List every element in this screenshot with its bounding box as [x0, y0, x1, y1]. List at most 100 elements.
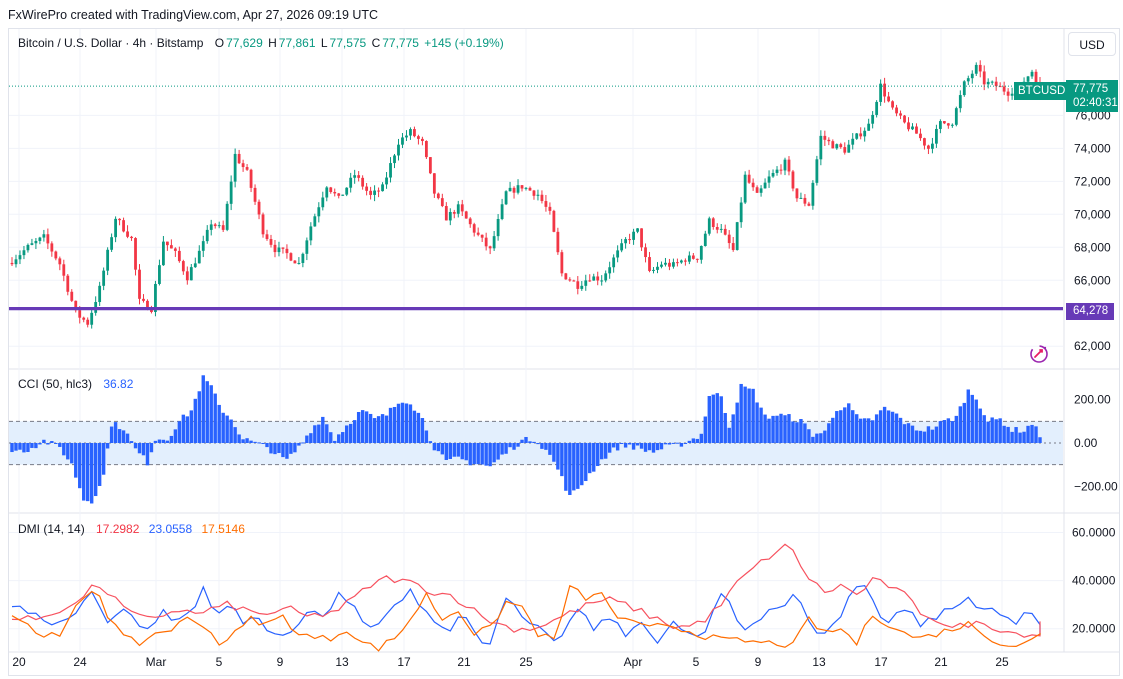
- support-price-tag: 64,278: [1066, 303, 1114, 320]
- magic-wand-icon[interactable]: [1025, 342, 1053, 366]
- cci-bar: [30, 443, 34, 448]
- candle-body: [994, 81, 998, 87]
- cci-bar: [862, 418, 867, 443]
- cci-bar: [428, 441, 433, 443]
- candle-body: [110, 237, 114, 250]
- cci-bar: [958, 406, 963, 443]
- candle-body: [791, 171, 795, 189]
- candle: [970, 70, 974, 84]
- candle: [839, 142, 843, 149]
- candle: [249, 168, 253, 193]
- candle-body: [970, 73, 974, 79]
- cci-bar: [137, 443, 142, 454]
- cci-bar: [424, 430, 429, 443]
- candle-body: [803, 197, 807, 204]
- candle-body: [887, 96, 890, 102]
- cci-bar: [926, 426, 931, 443]
- candle: [807, 201, 811, 207]
- cci-bar: [556, 443, 560, 470]
- cci-bar: [265, 443, 269, 448]
- candle-body: [620, 243, 624, 251]
- candle: [357, 171, 361, 182]
- cci-bar: [763, 414, 767, 443]
- candle-body: [799, 197, 803, 199]
- candle: [608, 261, 612, 279]
- candle-body: [851, 138, 855, 145]
- candle-body: [923, 138, 926, 146]
- candle: [90, 309, 94, 329]
- candle-body: [879, 83, 883, 102]
- candle-body: [863, 130, 867, 137]
- cci-bar: [289, 443, 293, 454]
- candle: [843, 142, 847, 155]
- candle: [723, 224, 727, 236]
- candle: [448, 208, 452, 226]
- candle-body: [436, 193, 440, 199]
- candle: [835, 143, 839, 150]
- candle: [205, 225, 209, 244]
- cci-bar: [86, 443, 90, 502]
- candle-body: [648, 257, 651, 271]
- cci-bar: [384, 415, 389, 443]
- dmi-label[interactable]: DMI (14, 14): [18, 522, 85, 536]
- cci-bar: [631, 443, 636, 450]
- candle: [795, 188, 799, 202]
- candle: [189, 264, 193, 281]
- time-tick-label: 9: [277, 655, 284, 669]
- candle-body: [632, 231, 635, 240]
- currency-button[interactable]: USD: [1068, 32, 1116, 56]
- cci-bar: [253, 441, 257, 443]
- candle-body: [82, 317, 86, 320]
- candle: [476, 227, 480, 237]
- cci-bar: [117, 429, 122, 443]
- candle-body: [604, 273, 608, 281]
- candle: [488, 245, 492, 255]
- candle-body: [417, 136, 420, 139]
- price-tick-label: 68,000: [1074, 240, 1111, 254]
- candle: [26, 243, 30, 253]
- ohlc-high-label: H: [268, 36, 277, 50]
- candle: [265, 229, 269, 241]
- candle: [672, 258, 675, 269]
- cci-bar: [715, 393, 719, 443]
- candle-body: [935, 128, 938, 144]
- cci-bar: [580, 443, 584, 486]
- cci-bar: [1006, 426, 1010, 443]
- candle: [504, 190, 508, 206]
- candle-body: [560, 252, 564, 274]
- cci-bar: [623, 443, 628, 448]
- cci-bar: [870, 420, 875, 443]
- cci-bar: [205, 381, 209, 443]
- candle-body: [524, 187, 528, 189]
- candle-body: [735, 222, 739, 250]
- cci-bar: [890, 411, 895, 443]
- candle: [815, 155, 819, 186]
- candle: [831, 139, 835, 149]
- candle: [887, 91, 890, 103]
- candle: [185, 266, 189, 285]
- candle: [827, 137, 831, 146]
- cci-bar: [1018, 432, 1022, 443]
- candle: [743, 171, 747, 205]
- cci-label[interactable]: CCI (50, hlc3): [18, 377, 93, 391]
- dmi-tick-label: 60.0000: [1072, 525, 1116, 539]
- candle: [201, 235, 205, 258]
- cci-bar: [946, 418, 951, 443]
- cci-bar: [548, 443, 552, 455]
- candle: [130, 235, 133, 241]
- symbol-title[interactable]: Bitcoin / U.S. Dollar · 4h · Bitstamp: [18, 36, 204, 50]
- candle-body: [504, 191, 508, 205]
- candle-body: [536, 194, 540, 196]
- cci-bar: [325, 424, 329, 443]
- cci-bar: [221, 412, 225, 443]
- cci-bar: [344, 425, 349, 443]
- candle: [297, 257, 301, 265]
- candle: [472, 222, 476, 237]
- candle: [154, 280, 157, 317]
- dmi-pane: [11, 543, 1041, 652]
- ohlc-low-label: L: [320, 36, 328, 50]
- cci-bar: [145, 443, 150, 466]
- cci-bar: [388, 407, 393, 443]
